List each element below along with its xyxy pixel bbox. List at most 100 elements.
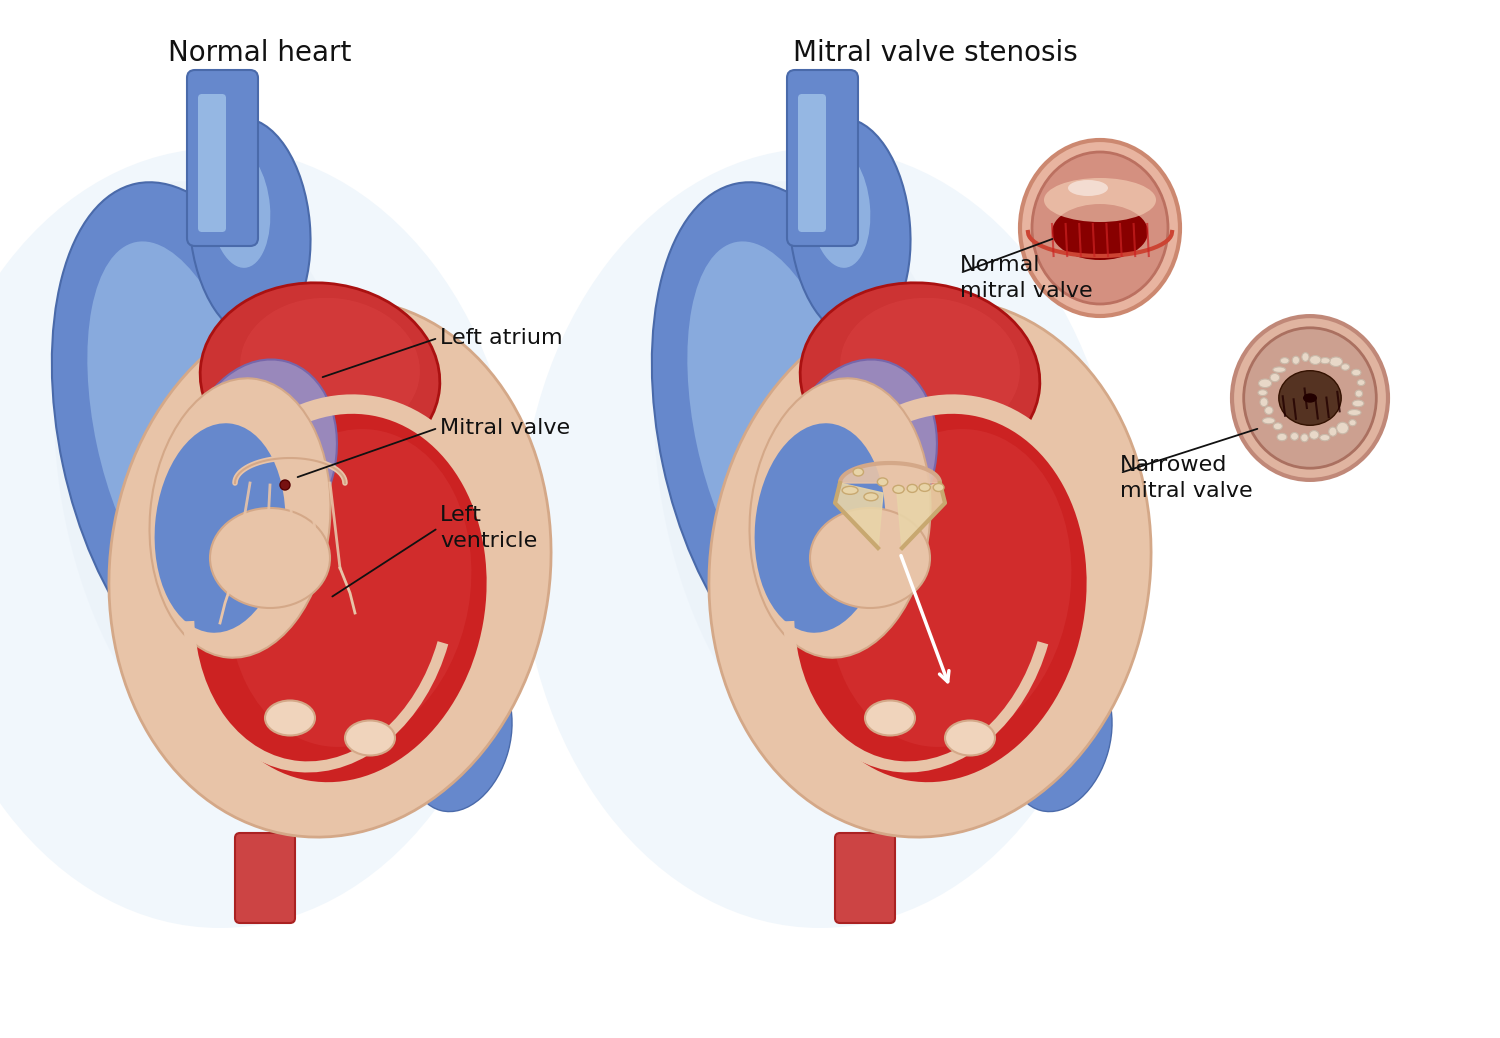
- Ellipse shape: [1280, 358, 1288, 363]
- Ellipse shape: [1336, 422, 1348, 434]
- Text: Mitral valve: Mitral valve: [440, 418, 570, 438]
- Ellipse shape: [1260, 398, 1268, 407]
- Polygon shape: [897, 483, 945, 548]
- Ellipse shape: [408, 664, 512, 812]
- Ellipse shape: [200, 282, 440, 473]
- Ellipse shape: [1280, 371, 1341, 426]
- Ellipse shape: [750, 378, 930, 658]
- Ellipse shape: [687, 242, 862, 614]
- FancyBboxPatch shape: [836, 834, 896, 923]
- Ellipse shape: [778, 399, 1101, 797]
- Ellipse shape: [210, 148, 270, 268]
- Ellipse shape: [710, 299, 1150, 837]
- Ellipse shape: [1358, 380, 1365, 385]
- Ellipse shape: [87, 242, 262, 614]
- Ellipse shape: [800, 282, 1040, 473]
- Text: Left atrium: Left atrium: [440, 328, 562, 348]
- Ellipse shape: [0, 148, 520, 928]
- FancyBboxPatch shape: [798, 94, 826, 233]
- Ellipse shape: [53, 183, 328, 693]
- FancyBboxPatch shape: [788, 70, 858, 246]
- Ellipse shape: [1032, 152, 1168, 304]
- Polygon shape: [836, 483, 884, 548]
- Ellipse shape: [1348, 419, 1356, 426]
- Ellipse shape: [154, 424, 285, 633]
- Ellipse shape: [1354, 390, 1362, 398]
- Text: Narrowed
mitral valve: Narrowed mitral valve: [1120, 455, 1252, 501]
- Text: Normal
mitral valve: Normal mitral valve: [960, 254, 1092, 301]
- Ellipse shape: [1341, 363, 1350, 371]
- Text: Normal heart: Normal heart: [168, 39, 351, 67]
- Ellipse shape: [878, 477, 888, 486]
- Ellipse shape: [898, 569, 1062, 807]
- Ellipse shape: [1292, 356, 1299, 364]
- Ellipse shape: [789, 118, 910, 337]
- Ellipse shape: [1352, 370, 1360, 376]
- Circle shape: [280, 480, 290, 490]
- Ellipse shape: [1300, 434, 1308, 442]
- Ellipse shape: [1320, 435, 1330, 441]
- Ellipse shape: [1274, 422, 1282, 430]
- Ellipse shape: [1353, 400, 1364, 407]
- Ellipse shape: [1258, 379, 1272, 387]
- Ellipse shape: [864, 493, 877, 500]
- Ellipse shape: [1008, 664, 1112, 812]
- Ellipse shape: [892, 486, 904, 493]
- Ellipse shape: [933, 484, 944, 491]
- Ellipse shape: [345, 720, 394, 756]
- Ellipse shape: [110, 299, 550, 837]
- Ellipse shape: [810, 148, 870, 268]
- Ellipse shape: [945, 720, 994, 756]
- Ellipse shape: [1290, 433, 1299, 440]
- Ellipse shape: [520, 148, 1120, 928]
- Ellipse shape: [298, 569, 462, 807]
- Polygon shape: [840, 463, 940, 483]
- Text: Mitral valve stenosis: Mitral valve stenosis: [792, 39, 1077, 67]
- Ellipse shape: [810, 508, 930, 608]
- Ellipse shape: [652, 183, 928, 693]
- Ellipse shape: [183, 359, 338, 556]
- Ellipse shape: [1310, 431, 1318, 439]
- Ellipse shape: [189, 118, 310, 337]
- Ellipse shape: [1270, 374, 1280, 382]
- Ellipse shape: [754, 424, 885, 633]
- Ellipse shape: [1274, 366, 1286, 373]
- FancyBboxPatch shape: [198, 94, 226, 233]
- Ellipse shape: [1068, 180, 1108, 196]
- Ellipse shape: [908, 485, 918, 492]
- Ellipse shape: [228, 429, 471, 747]
- Ellipse shape: [54, 182, 386, 774]
- Ellipse shape: [853, 468, 864, 476]
- FancyBboxPatch shape: [236, 834, 296, 923]
- Ellipse shape: [840, 298, 1020, 438]
- Ellipse shape: [654, 182, 986, 774]
- Ellipse shape: [1044, 177, 1156, 222]
- Ellipse shape: [240, 298, 420, 438]
- Ellipse shape: [1329, 427, 1336, 436]
- Ellipse shape: [828, 429, 1071, 747]
- Ellipse shape: [865, 701, 915, 736]
- Ellipse shape: [1348, 410, 1360, 415]
- Ellipse shape: [266, 701, 315, 736]
- Ellipse shape: [1052, 204, 1148, 260]
- Ellipse shape: [210, 508, 330, 608]
- FancyBboxPatch shape: [188, 70, 258, 246]
- Ellipse shape: [1304, 393, 1317, 403]
- Ellipse shape: [1244, 328, 1377, 468]
- Ellipse shape: [1264, 407, 1274, 414]
- Ellipse shape: [1320, 357, 1330, 363]
- Ellipse shape: [178, 399, 501, 797]
- Ellipse shape: [1258, 389, 1268, 395]
- Ellipse shape: [1310, 356, 1322, 364]
- Ellipse shape: [1276, 433, 1287, 441]
- Ellipse shape: [1302, 353, 1310, 361]
- Ellipse shape: [920, 484, 930, 491]
- Ellipse shape: [1020, 140, 1180, 316]
- Ellipse shape: [842, 487, 858, 494]
- Ellipse shape: [150, 378, 330, 658]
- Ellipse shape: [1263, 417, 1275, 424]
- Text: Left
ventricle: Left ventricle: [440, 504, 537, 551]
- Ellipse shape: [783, 359, 938, 556]
- Ellipse shape: [1329, 357, 1342, 366]
- Ellipse shape: [1232, 317, 1388, 480]
